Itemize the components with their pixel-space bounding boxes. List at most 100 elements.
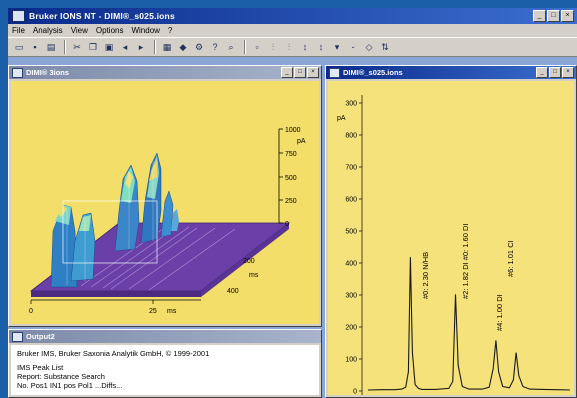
output-line: IMS Peak List (17, 363, 64, 372)
mdi-workspace: DIMI® 3ions _ □ × (8, 57, 577, 398)
surface-peak (171, 209, 179, 231)
depth-tick-label: 400 (227, 288, 239, 295)
app-icon (12, 10, 25, 22)
stop-icon[interactable]: ▫ (255, 42, 259, 52)
plot3d-titlebar[interactable]: DIMI® 3ions _ □ × (9, 66, 321, 79)
y-tick-label: 100 (345, 357, 357, 364)
minimize-button[interactable]: _ (533, 10, 546, 22)
menu-options[interactable]: Options (95, 26, 124, 35)
ridge-line (102, 226, 190, 289)
x-tick-label: 0 (29, 308, 33, 315)
y-tick-label: 400 (345, 261, 357, 268)
y-unit-label: pA (337, 115, 346, 122)
updown-icon[interactable]: ⇅ (381, 41, 389, 52)
y-tick-label: 200 (345, 325, 357, 332)
close-button[interactable]: × (562, 67, 574, 78)
toolbar-separator (244, 40, 246, 54)
maximize-button[interactable]: □ (549, 67, 561, 78)
zoom-icon[interactable]: ⌕ (228, 41, 234, 52)
arrow-icon[interactable]: ▾ (334, 41, 340, 52)
step-icon[interactable]: ⫶ (271, 41, 275, 52)
window-icon (12, 331, 23, 342)
chart-icon[interactable]: ▦ (162, 41, 172, 52)
ridge-line (90, 226, 178, 288)
menu-file[interactable]: File (12, 26, 25, 35)
z-tick-label: 1000 (285, 127, 301, 134)
surface-peak (57, 205, 67, 217)
plot3d-window: DIMI® 3ions _ □ × (8, 65, 322, 327)
minimize-button[interactable]: _ (281, 67, 293, 78)
floor-front-edge (31, 291, 201, 297)
pointer2-icon[interactable]: ↕ (318, 42, 324, 52)
toolbar-separator (154, 40, 156, 54)
chrom-title: DIMI®_s025.ions (343, 68, 403, 77)
chrom-canvas[interactable]: pA 300 800 700 600 500 400 300 200 100 0 #0: 2.30… (328, 81, 574, 395)
toolbar: ▭ ▪ ▤ ✂ ❐ ▣ ◂ ▸ ▦ ◆ ⚙ ? ⌕ ▫ ⫶ ⫶ ↕ ↕ ▾ - … (8, 37, 577, 57)
graph-icon[interactable]: ◆ (179, 41, 187, 52)
x-unit-label: ms (167, 308, 177, 315)
pointer-icon[interactable]: ↕ (302, 42, 308, 52)
z-tick-label: 250 (285, 198, 297, 205)
y-tick-label: 300 (345, 101, 357, 108)
output-text-area[interactable]: Bruker IMS, Bruker Saxonia Analytik GmbH… (11, 345, 319, 395)
close-button[interactable]: × (307, 67, 319, 78)
output-line: Bruker IMS, Bruker Saxonia Analytik GmbH… (17, 349, 210, 358)
copy-icon[interactable]: ❐ (88, 41, 98, 52)
diamond-icon[interactable]: ◇ (365, 41, 373, 52)
minimize-button[interactable]: _ (536, 67, 548, 78)
maximize-button[interactable]: □ (547, 10, 560, 22)
back-icon[interactable]: ◂ (122, 41, 128, 52)
window-icon (329, 67, 340, 78)
cut-icon[interactable]: ✂ (73, 41, 81, 52)
x-tick-label: 25 (149, 308, 157, 315)
y-tick-label: 300 (345, 293, 357, 300)
minus-icon[interactable]: - (351, 42, 355, 52)
output-titlebar[interactable]: Output2 (9, 330, 321, 343)
open-icon[interactable]: ▭ (14, 41, 24, 52)
peak-label: #0: 2.30 N/HB (421, 252, 430, 299)
close-button[interactable]: × (561, 10, 574, 22)
settings-icon[interactable]: ⚙ (194, 41, 204, 52)
y-tick-label: 700 (345, 165, 357, 172)
z-tick-label: 750 (285, 151, 297, 158)
z-unit-label: pA (297, 138, 306, 145)
maximize-button[interactable]: □ (294, 67, 306, 78)
menu-view[interactable]: View (70, 26, 88, 35)
window-buttons: _ □ × (533, 10, 574, 22)
toolbar-separator (64, 40, 66, 54)
plot3d-title: DIMI® 3ions (26, 68, 70, 77)
depth-unit-label: ms (249, 272, 259, 279)
paste-icon[interactable]: ▣ (104, 41, 114, 52)
depth-tick-label: 200 (243, 258, 255, 265)
chromatogram-svg: pA 300 800 700 600 500 400 300 200 100 0 #0: 2.30… (337, 95, 571, 396)
plot3d-canvas[interactable]: 1000 750 500 250 0 pA 200 ms 400 0 25 (11, 81, 319, 324)
y-tick-label: 600 (345, 197, 357, 204)
chrom-window-buttons: _ □ × (536, 67, 574, 78)
title-bar: Bruker IONS NT - DIMI®_s025.ions _ □ × (8, 8, 577, 24)
menu-bar: File Analysis View Options Window ? (8, 24, 577, 37)
save-icon[interactable]: ▪ (33, 42, 37, 52)
surface-peak (160, 190, 174, 238)
output-window: Output2 Bruker IMS, Bruker Saxonia Analy… (8, 329, 322, 398)
plot3d-svg: 1000 750 500 250 0 pA 200 ms 400 0 25 (29, 127, 306, 315)
chrom-titlebar[interactable]: DIMI®_s025.ions _ □ × (326, 66, 576, 79)
main-window: Bruker IONS NT - DIMI®_s025.ions _ □ × F… (8, 8, 577, 398)
help-icon[interactable]: ? (212, 42, 218, 52)
peak-label: #4: 1.00 DI (495, 294, 504, 331)
cursor-box[interactable] (62, 200, 158, 264)
menu-analysis[interactable]: Analysis (32, 26, 63, 35)
peak-label: #6: 1.01 CI (506, 240, 515, 277)
y-tick-label: 0 (353, 389, 357, 396)
menu-window[interactable]: Window (131, 26, 160, 35)
chromatogram-window: DIMI®_s025.ions _ □ × pA 300 800 700 600 500… (325, 65, 577, 398)
step2-icon[interactable]: ⫶ (287, 41, 291, 52)
window-title: Bruker IONS NT - DIMI®_s025.ions (29, 11, 175, 21)
ridge-line (110, 227, 198, 290)
z-tick-label: 500 (285, 175, 297, 182)
y-tick-label: 500 (345, 229, 357, 236)
forward-icon[interactable]: ▸ (138, 41, 144, 52)
menu-help[interactable]: ? (167, 26, 173, 35)
series-line (367, 257, 571, 391)
floor-side-edge (201, 223, 289, 297)
print-icon[interactable]: ▤ (46, 41, 56, 52)
